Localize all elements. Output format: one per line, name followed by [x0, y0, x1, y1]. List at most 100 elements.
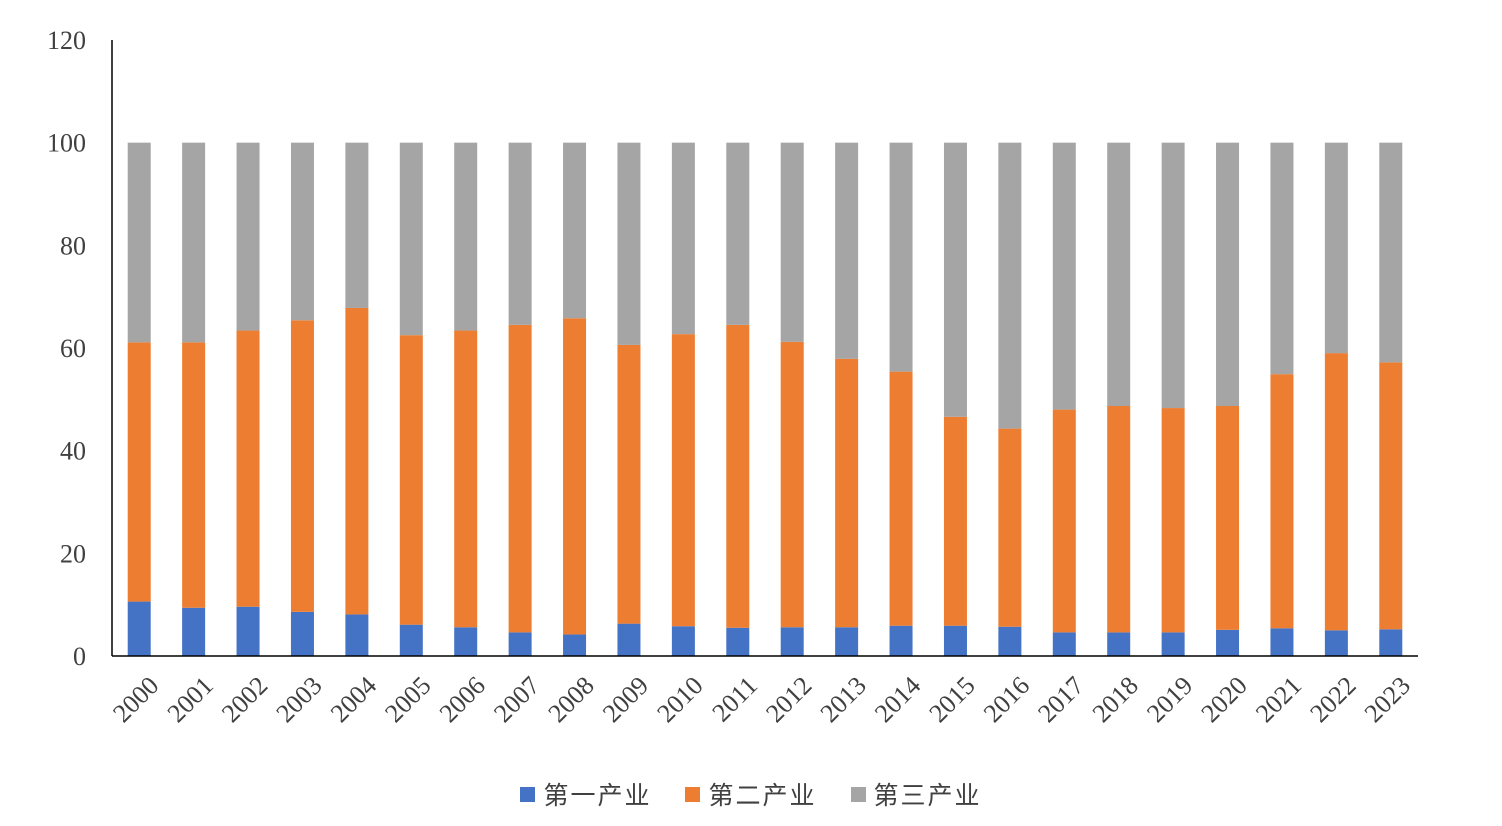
bar-tertiary-2015 [943, 142, 967, 417]
bar-primary-2018 [1107, 632, 1131, 656]
bar-tertiary-2014 [889, 142, 913, 372]
bar-primary-2000 [127, 601, 151, 656]
bar-secondary-2003 [290, 320, 314, 612]
bar-secondary-2012 [780, 341, 804, 628]
bar-tertiary-2005 [399, 142, 423, 336]
y-tick-label: 60 [60, 334, 86, 363]
bar-secondary-2013 [835, 358, 859, 628]
bar-tertiary-2008 [563, 142, 587, 319]
bar-secondary-2019 [1161, 408, 1185, 633]
y-tick-label: 0 [73, 642, 86, 671]
x-tick-label: 2001 [162, 671, 219, 728]
bar-primary-2015 [943, 625, 967, 656]
bar-primary-2003 [290, 611, 314, 656]
bar-primary-2013 [835, 627, 859, 656]
bar-primary-2011 [726, 627, 750, 656]
bar-secondary-2017 [1052, 409, 1076, 633]
legend-swatch [850, 786, 866, 802]
bar-tertiary-2022 [1324, 142, 1348, 354]
bar-primary-2016 [998, 626, 1022, 656]
bar-tertiary-2010 [671, 142, 695, 335]
bar-primary-2014 [889, 625, 913, 656]
bar-secondary-2004 [345, 307, 369, 615]
y-axis-ticks: 0 20 40 60 80 100 120 [47, 26, 86, 671]
bar-secondary-2007 [508, 324, 532, 633]
bar-tertiary-2006 [454, 142, 478, 331]
bar-primary-2023 [1379, 629, 1403, 656]
bar-primary-2001 [182, 607, 206, 656]
x-tick-label: 2022 [1304, 671, 1361, 728]
bar-primary-2007 [508, 632, 532, 656]
y-tick-label: 80 [60, 231, 86, 260]
legend-swatch [685, 786, 701, 802]
bar-tertiary-2007 [508, 142, 532, 325]
bar-secondary-2020 [1216, 406, 1240, 630]
bar-secondary-2014 [889, 371, 913, 626]
bar-secondary-2016 [998, 428, 1022, 627]
x-tick-label: 2019 [1141, 671, 1198, 728]
y-tick-label: 100 [47, 129, 86, 158]
legend-item-tertiary: 第三产业 [850, 776, 982, 812]
bar-primary-2022 [1324, 630, 1348, 656]
bars-layer [127, 142, 1403, 656]
x-tick-label: 2014 [869, 671, 926, 728]
x-tick-label: 2004 [325, 671, 382, 728]
x-tick-label: 2012 [760, 671, 817, 728]
bar-secondary-2010 [671, 334, 695, 627]
bar-tertiary-2003 [290, 142, 314, 321]
x-tick-label: 2007 [488, 671, 545, 728]
legend-swatch [520, 786, 536, 802]
bar-tertiary-2000 [127, 142, 151, 343]
bar-secondary-2023 [1379, 362, 1403, 630]
legend-label: 第一产业 [543, 781, 652, 810]
bar-tertiary-2016 [998, 142, 1022, 429]
bar-secondary-2000 [127, 342, 151, 602]
y-tick-label: 20 [60, 539, 86, 568]
x-tick-label: 2000 [107, 671, 164, 728]
x-axis-ticks: 2000200120022003200420052006200720082009… [107, 671, 1416, 728]
legend-item-secondary: 第二产业 [685, 776, 816, 812]
x-tick-label: 2018 [1087, 671, 1144, 728]
legend-label: 第三产业 [873, 781, 982, 810]
bar-tertiary-2011 [726, 142, 750, 325]
x-tick-label: 2020 [1196, 671, 1253, 728]
bar-secondary-2009 [617, 344, 641, 624]
legend-label: 第二产业 [708, 781, 817, 810]
y-tick-label: 40 [60, 437, 86, 466]
bar-secondary-2022 [1324, 353, 1348, 631]
x-tick-label: 2023 [1359, 671, 1416, 728]
bar-primary-2006 [454, 627, 478, 656]
bar-primary-2010 [671, 626, 695, 656]
bar-secondary-2001 [182, 342, 206, 608]
bar-tertiary-2023 [1379, 142, 1403, 363]
x-tick-label: 2010 [651, 671, 708, 728]
x-tick-label: 2005 [379, 671, 436, 728]
x-tick-label: 2021 [1250, 671, 1307, 728]
bar-secondary-2015 [943, 416, 967, 626]
legend: 第一产业 第二产业 第三产业 [0, 772, 1502, 816]
bar-primary-2017 [1052, 632, 1076, 656]
x-tick-label: 2009 [597, 671, 654, 728]
bar-tertiary-2018 [1107, 142, 1131, 407]
legend-item-primary: 第一产业 [520, 776, 651, 812]
bar-secondary-2011 [726, 324, 750, 628]
x-tick-label: 2002 [216, 671, 273, 728]
bar-tertiary-2009 [617, 142, 641, 345]
bar-secondary-2008 [563, 318, 587, 635]
bar-tertiary-2020 [1216, 142, 1240, 407]
stacked-bar-chart: 0 20 40 60 80 100 120 200020012002200320042005… [47, 26, 1418, 728]
x-tick-label: 2006 [434, 671, 491, 728]
bar-tertiary-2004 [345, 142, 369, 308]
x-tick-label: 2015 [923, 671, 980, 728]
bar-primary-2021 [1270, 628, 1294, 656]
bar-primary-2004 [345, 614, 369, 656]
x-tick-label: 2003 [270, 671, 327, 728]
bar-tertiary-2001 [182, 142, 206, 343]
bar-tertiary-2017 [1052, 142, 1076, 410]
bar-secondary-2006 [454, 330, 478, 628]
bar-secondary-2018 [1107, 406, 1131, 633]
bar-primary-2008 [563, 634, 587, 656]
bar-secondary-2002 [236, 330, 260, 607]
bar-secondary-2005 [399, 335, 423, 625]
x-tick-label: 2011 [706, 671, 763, 728]
